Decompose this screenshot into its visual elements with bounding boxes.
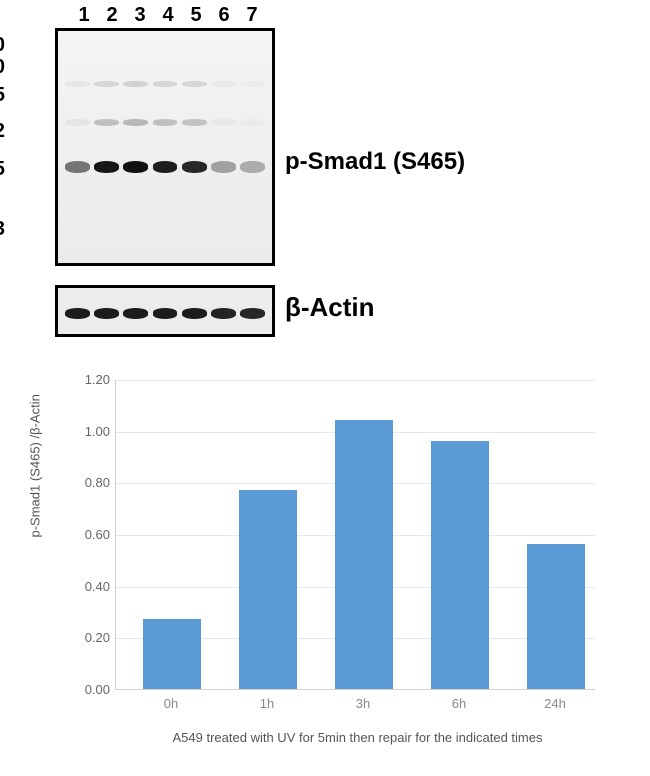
band <box>240 161 265 173</box>
band <box>153 119 178 126</box>
chart-plot-area <box>115 380 595 690</box>
y-tick-label: 0.20 <box>75 630 110 645</box>
western-blot-figure: 1 2 3 4 5 6 7 18013095725543 p-Smad1 (S4… <box>0 0 650 8</box>
y-tick-label: 1.00 <box>75 424 110 439</box>
lane-labels: 1 2 3 4 5 6 7 <box>70 4 266 27</box>
bar <box>143 619 201 689</box>
lane-label: 3 <box>126 4 154 27</box>
mw-marker: 95 <box>0 84 5 107</box>
band <box>211 308 236 319</box>
lane-label: 2 <box>98 4 126 27</box>
band <box>153 308 178 319</box>
loading-control-label: β-Actin <box>285 292 375 323</box>
band-row <box>63 81 267 87</box>
band <box>65 119 90 126</box>
band <box>123 119 148 126</box>
band <box>153 81 178 87</box>
bar <box>431 441 489 689</box>
y-tick-label: 0.80 <box>75 475 110 490</box>
lane-label: 1 <box>70 4 98 27</box>
bar <box>239 490 297 689</box>
band <box>211 81 236 87</box>
band-row <box>63 308 267 319</box>
band-row <box>63 161 267 173</box>
mw-marker: 180 <box>0 34 5 57</box>
band <box>153 161 178 173</box>
mw-marker: 130 <box>0 56 5 79</box>
x-tick-label: 1h <box>237 696 297 711</box>
bar <box>527 544 585 689</box>
y-tick-label: 0.40 <box>75 579 110 594</box>
band <box>182 81 207 87</box>
band <box>65 81 90 87</box>
target-protein-label: p-Smad1 (S465) <box>285 148 465 176</box>
mw-marker: 55 <box>0 158 5 181</box>
band <box>94 81 119 87</box>
blot-membrane-target <box>55 28 275 266</box>
band <box>65 308 90 319</box>
gridline <box>116 380 595 381</box>
x-tick-label: 3h <box>333 696 393 711</box>
lane-label: 7 <box>238 4 266 27</box>
band <box>182 119 207 126</box>
blot-membrane-loading <box>55 285 275 337</box>
band-row <box>63 119 267 126</box>
band <box>211 161 236 173</box>
x-axis-label: A549 treated with UV for 5min then repai… <box>115 730 600 745</box>
mw-marker: 43 <box>0 218 5 241</box>
x-tick-label: 24h <box>525 696 585 711</box>
y-tick-label: 0.60 <box>75 527 110 542</box>
band <box>240 119 265 126</box>
band <box>240 308 265 319</box>
band <box>94 308 119 319</box>
y-tick-label: 0.00 <box>75 682 110 697</box>
bar <box>335 420 393 689</box>
bar-chart: p-Smad1 (S465) /β-Actin A549 treated wit… <box>45 370 600 750</box>
band <box>123 308 148 319</box>
x-tick-label: 0h <box>141 696 201 711</box>
lane-label: 5 <box>182 4 210 27</box>
lane-label: 6 <box>210 4 238 27</box>
band <box>182 161 207 173</box>
band <box>94 161 119 173</box>
band <box>65 161 90 173</box>
band <box>94 119 119 126</box>
band <box>240 81 265 87</box>
lane-label: 4 <box>154 4 182 27</box>
y-tick-label: 1.20 <box>75 372 110 387</box>
y-axis-label: p-Smad1 (S465) /β-Actin <box>28 394 43 537</box>
band <box>182 308 207 319</box>
band <box>123 81 148 87</box>
x-tick-label: 6h <box>429 696 489 711</box>
band <box>123 161 148 173</box>
mw-marker: 72 <box>0 120 5 143</box>
band <box>211 119 236 126</box>
